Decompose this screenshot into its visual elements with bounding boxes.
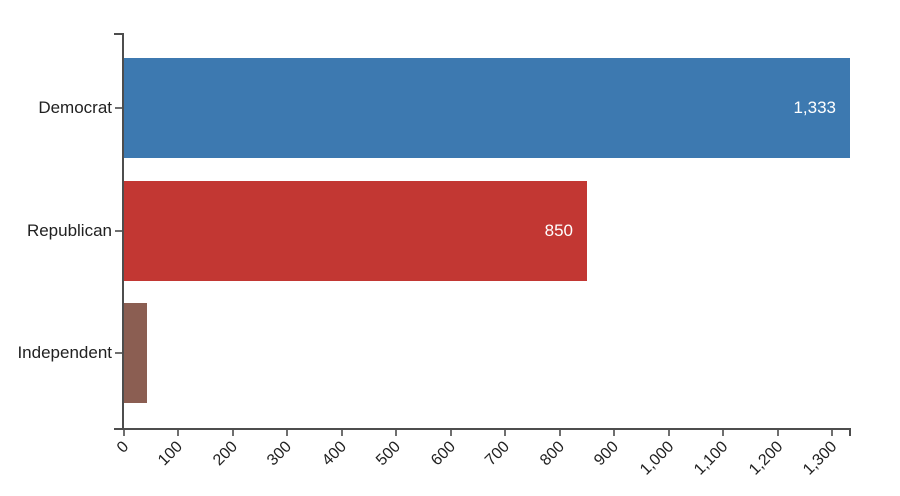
x-tick-label-1100: 1,100 [690, 438, 732, 479]
y-tick-democrat [115, 107, 122, 109]
x-tick-600 [450, 430, 452, 436]
bar-independent [124, 303, 147, 403]
value-label-republican: 850 [544, 221, 573, 240]
category-label-independent: Independent [17, 343, 112, 362]
y-axis-top-cap [114, 33, 122, 35]
x-tick-label-900: 900 [591, 438, 623, 470]
category-label-republican: Republican [26, 221, 112, 240]
x-tick-500 [395, 430, 397, 436]
category-label-democrat: Democrat [38, 98, 112, 117]
x-tick-label-400: 400 [319, 438, 351, 470]
x-tick-label-1200: 1,200 [745, 438, 787, 479]
x-tick-label-100: 100 [155, 438, 187, 470]
x-tick-1000 [668, 430, 670, 436]
x-tick-400 [341, 430, 343, 436]
x-tick-700 [504, 430, 506, 436]
x-tick-1200 [777, 430, 779, 436]
x-tick-1300 [831, 430, 833, 436]
x-tick-1100 [722, 430, 724, 436]
x-tick-0 [123, 430, 125, 436]
x-tick-label-1300: 1,300 [799, 438, 841, 479]
x-tick-300 [286, 430, 288, 436]
value-label-democrat: 1,333 [793, 98, 836, 117]
y-tick-independent [115, 352, 122, 354]
y-tick-republican [115, 230, 122, 232]
x-tick-label-700: 700 [482, 438, 514, 470]
x-tick-900 [613, 430, 615, 436]
x-axis-line [114, 428, 851, 430]
bar-republican [124, 181, 587, 281]
x-tick-200 [232, 430, 234, 436]
x-tick-800 [559, 430, 561, 436]
bar-democrat [124, 58, 850, 158]
x-tick-label-800: 800 [537, 438, 569, 470]
x-tick-100 [177, 430, 179, 436]
x-tick-label-600: 600 [428, 438, 460, 470]
x-tick-label-1000: 1,000 [636, 438, 678, 479]
y-axis-line [122, 33, 124, 430]
x-axis-right-cap [849, 428, 851, 436]
x-tick-label-300: 300 [264, 438, 296, 470]
x-tick-label-500: 500 [373, 438, 405, 470]
x-tick-label-200: 200 [210, 438, 242, 470]
x-tick-label-0: 0 [113, 438, 133, 457]
